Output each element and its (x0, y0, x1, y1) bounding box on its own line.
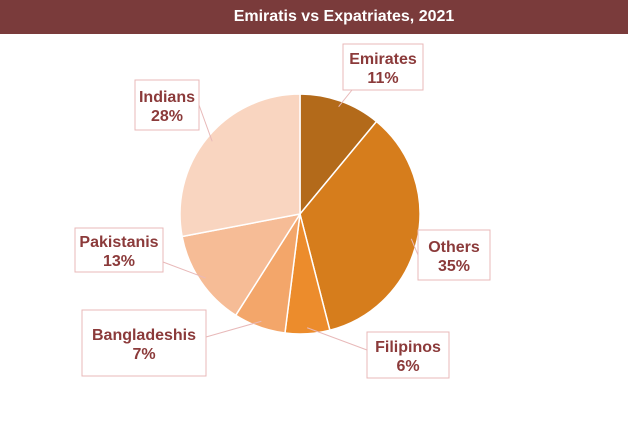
pie-slice-emirates (299, 93, 378, 217)
leader-line-pakistanis (162, 261, 206, 279)
data-label-emirates: Emirates 11% (342, 43, 424, 91)
leader-line-bangladeshis (205, 320, 262, 338)
slice-name-label: Pakistanis (79, 234, 158, 251)
slice-name-label: Others (428, 239, 480, 256)
leader-line-indians (198, 104, 213, 142)
data-label-bangladeshis: Bangladeshis 7% (81, 309, 207, 377)
data-label-box (366, 331, 450, 379)
data-label-box (81, 309, 207, 377)
data-label-box (342, 43, 424, 91)
data-label-indians: Indians 28% (134, 79, 200, 131)
data-label-pakistanis: Pakistanis 13% (74, 227, 164, 273)
slice-name-label: Bangladeshis (92, 327, 196, 344)
slice-percent-label: 28% (151, 108, 183, 125)
chart-title-bar: Emiratis vs Expatriates, 2021 (0, 0, 628, 34)
data-label-box (417, 229, 491, 281)
slice-name-label: Indians (139, 89, 195, 106)
slice-percent-label: 35% (438, 258, 470, 275)
data-label-box (134, 79, 200, 131)
slice-name-label: Emirates (349, 51, 417, 68)
slice-percent-label: 7% (132, 346, 155, 363)
data-label-others: Others 35% (417, 229, 491, 281)
leader-line-emirates (338, 89, 353, 108)
pie-slice-pakistanis (181, 212, 302, 317)
pie-slice-others (299, 120, 421, 332)
slice-percent-label: 13% (103, 253, 135, 270)
pie-slice-indians (179, 93, 301, 238)
slice-percent-label: 11% (367, 70, 398, 87)
data-label-box (74, 227, 164, 273)
slice-name-label: Filipinos (375, 339, 441, 356)
data-label-filipinos: Filipinos 6% (366, 331, 450, 379)
chart-title: Emiratis vs Expatriates, 2021 (233, 8, 455, 25)
leader-line-others (410, 238, 419, 256)
slice-percent-label: 6% (396, 358, 419, 375)
leader-line-filipinos (306, 327, 368, 351)
